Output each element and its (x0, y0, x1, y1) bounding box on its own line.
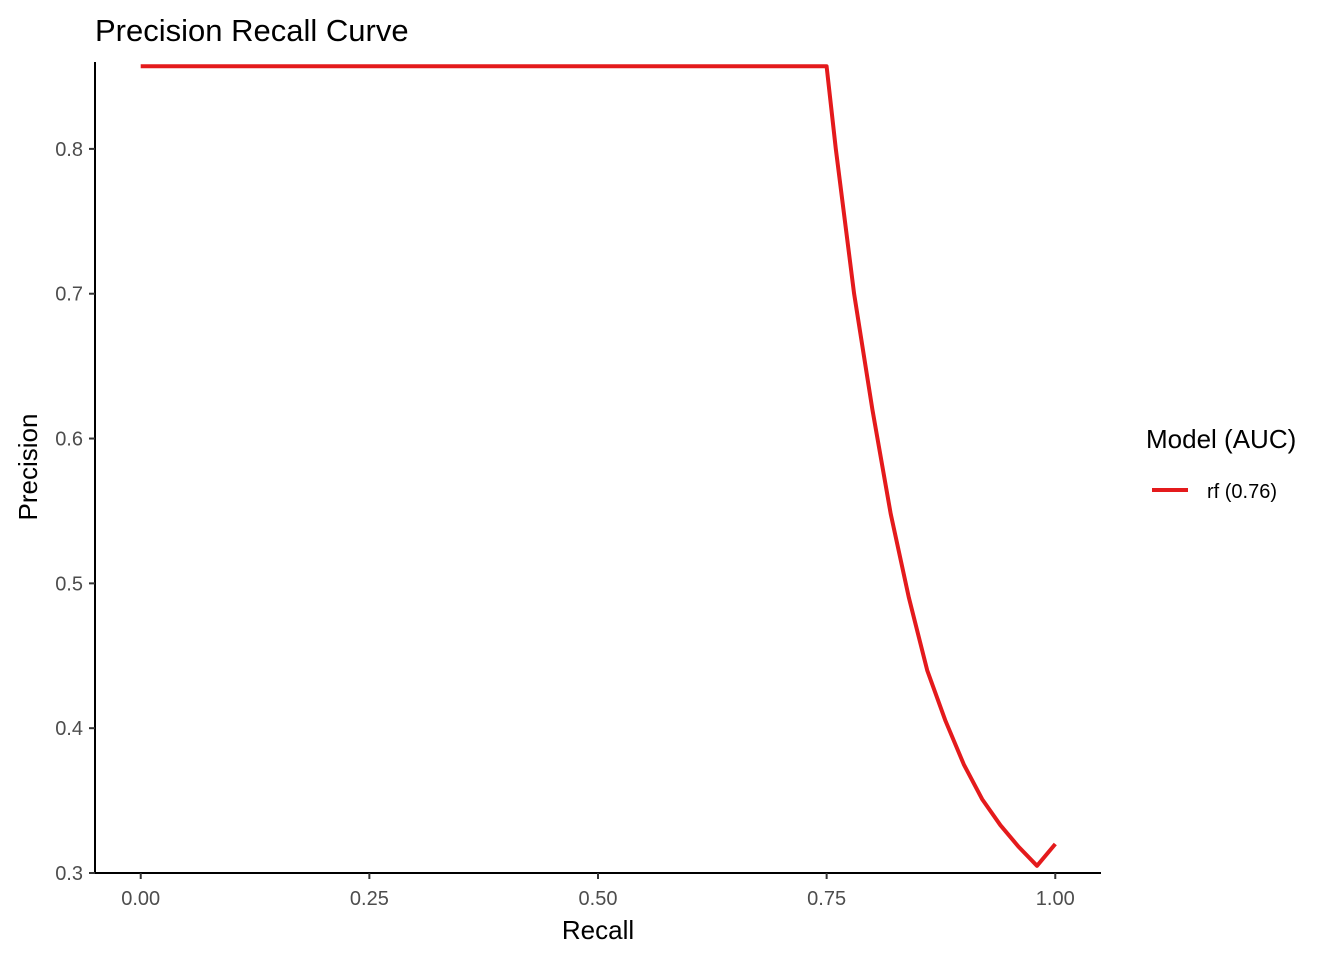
y-axis-ticks: 0.3 0.4 0.5 0.6 0.7 0.8 (55, 139, 95, 885)
series-line-rf (140, 64, 1057, 868)
x-tick-label: 0.50 (579, 888, 618, 910)
y-tick-label: 0.7 (55, 284, 83, 306)
legend-label-rf: rf (0.76) (1207, 481, 1277, 503)
y-axis-title: Precision (13, 414, 43, 521)
series-layer (140, 64, 1057, 868)
y-tick-label: 0.6 (55, 429, 83, 451)
x-tick-label: 1.00 (1036, 888, 1075, 910)
x-axis-ticks: 0.00 0.25 0.50 0.75 1.00 (121, 873, 1075, 910)
x-tick-label: 0.25 (350, 888, 389, 910)
y-tick-label: 0.3 (55, 863, 83, 885)
legend: Model (AUC) rf (0.76) (1146, 424, 1296, 503)
y-tick-label: 0.8 (55, 139, 83, 161)
y-tick-label: 0.4 (55, 718, 83, 740)
plot-area: 0.3 0.4 0.5 0.6 0.7 0.8 0.00 0.25 0.50 0.75 1.00 (55, 62, 1101, 910)
chart-title: Precision Recall Curve (95, 13, 409, 48)
x-tick-label: 0.75 (807, 888, 846, 910)
x-tick-label: 0.00 (121, 888, 160, 910)
legend-title: Model (AUC) (1146, 424, 1296, 454)
y-tick-label: 0.5 (55, 573, 83, 595)
x-axis-title: Recall (562, 915, 634, 945)
